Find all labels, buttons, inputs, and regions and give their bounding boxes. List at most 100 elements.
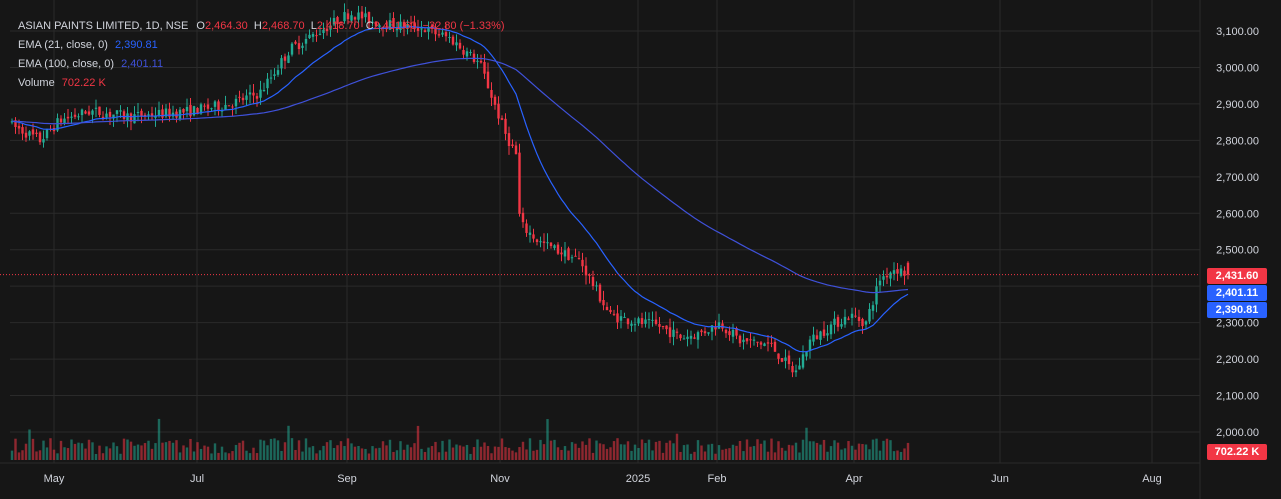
volume-bar [448,439,451,460]
volume-bars [10,418,910,460]
candle-body [154,116,157,118]
close-label: C [365,20,374,32]
candle-body [602,299,605,306]
candle-body [416,27,420,31]
volume-bar [378,447,381,460]
candle-body [833,318,836,325]
time-label: Apr [845,473,862,485]
candle-body [777,353,780,359]
volume-bar [556,447,560,460]
candle-body [469,52,472,54]
candle-body [80,109,84,116]
volume-bar [199,448,203,460]
volume-bar [210,453,213,460]
candle-body [119,110,122,112]
price-tick-label: 3,100.00 [1216,26,1259,38]
candle-body [868,309,871,322]
candle-body [703,331,707,334]
candle-body [826,333,829,336]
candle-body [269,77,273,79]
legend-volume-row[interactable]: Volume 702.22 K [18,74,505,93]
candle-body [206,104,210,109]
volume-bar [140,445,143,460]
volume-bar [581,441,584,460]
volume-bar [756,439,759,460]
candle-body [399,21,402,30]
volume-bar [248,453,252,460]
candle-body [780,358,784,362]
candle-body [10,121,14,123]
ema100-label[interactable]: EMA (100, close, 0) [18,58,114,70]
candle-body [332,18,336,25]
candle-body [325,28,329,32]
volume-bar [87,439,91,460]
legend-ema21-row[interactable]: EMA (21, close, 0) 2,390.81 [18,36,505,55]
volume-bar [819,444,822,460]
volume-label[interactable]: Volume [18,77,55,89]
volume-bar [784,450,787,460]
candle-body [210,108,213,110]
candle-body [465,51,469,57]
volume-bar [238,442,241,460]
ema21-label[interactable]: EMA (21, close, 0) [18,39,108,51]
candle-body [301,45,304,48]
volume-bar [518,447,521,460]
volume-bar [322,445,325,460]
candle-body [626,318,630,325]
volume-bar [584,444,588,460]
volume-bar [252,447,255,460]
volume-bar [787,444,791,460]
candle-body [889,272,892,279]
candle-body [861,318,864,327]
candle-body [598,284,602,302]
candle-body [322,29,325,34]
price-tick-label: 2,500.00 [1216,245,1259,257]
time-label: Nov [490,473,510,485]
volume-bar [399,441,402,460]
candle-body [437,34,441,36]
volume-bar [227,453,231,460]
candle-body [462,49,465,55]
volume-bar [360,448,364,460]
candle-body [413,22,416,30]
volume-bar [301,451,304,460]
candle-body [91,110,94,115]
volume-bar [801,439,805,460]
candle-body [245,95,248,100]
candle-body [297,43,301,50]
candle-body [665,325,668,330]
volume-bar [283,442,287,460]
volume-bar [521,441,525,460]
change-value: −32.80 (−1.33%) [422,20,505,32]
volume-bar [609,447,612,460]
volume-bar [266,445,269,460]
legend-ema100-row[interactable]: EMA (100, close, 0) 2,401.11 [18,55,505,74]
volume-bar [31,438,35,460]
volume-bar [595,440,598,460]
candle-body [112,114,115,119]
volume-bar [822,439,826,460]
candle-body [672,329,675,337]
volume-bar [749,446,752,460]
candle-body [357,12,360,20]
volume-bar [798,452,801,460]
volume-bar [406,444,409,460]
candle-body [696,332,700,340]
volume-bar [731,444,735,460]
volume-bar [350,443,353,460]
candle-body [126,113,129,121]
volume-bar [577,447,581,460]
candle-body [24,132,28,138]
open-label: O [196,20,205,32]
legend-ohlc-row[interactable]: ASIAN PAINTS LIMITED, 1D, NSE O2,464.30 … [18,17,505,36]
low-value: 2,418.70 [316,20,360,32]
volume-bar [833,440,836,460]
volume-bar [84,448,87,460]
candle-body [122,111,126,119]
candle-body [266,78,269,89]
volume-bar [112,442,115,460]
symbol-label[interactable]: ASIAN PAINTS LIMITED, 1D, NSE [18,20,189,32]
candle-body [259,89,262,98]
